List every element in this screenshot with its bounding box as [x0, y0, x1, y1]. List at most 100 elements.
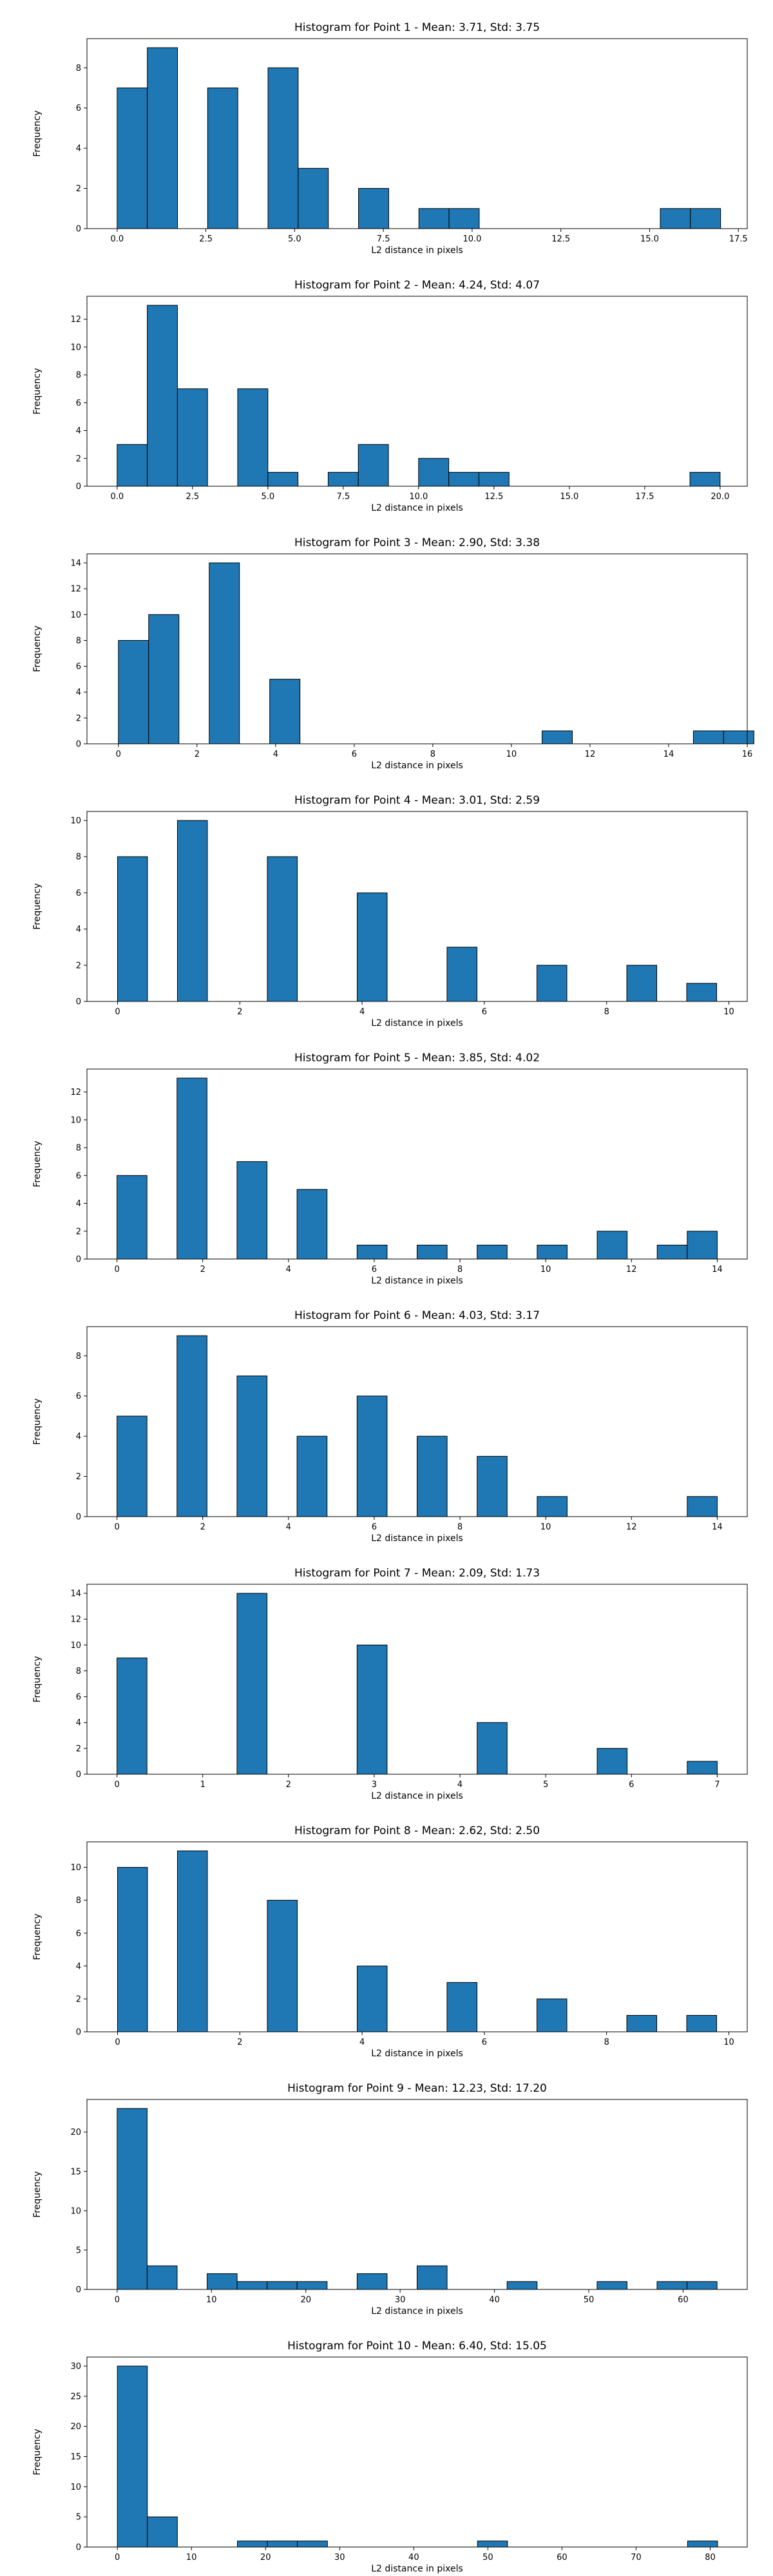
x-tick-label: 2 — [200, 1522, 205, 1532]
x-tick-label: 20 — [300, 2295, 311, 2305]
x-tick-label: 8 — [457, 1265, 463, 1274]
x-tick-label: 3 — [372, 1780, 377, 1790]
x-tick-label: 10 — [540, 1522, 551, 1532]
histogram-bar — [356, 1244, 388, 1260]
x-tick-label: 4 — [273, 750, 278, 759]
plot-frame — [86, 1584, 748, 1775]
histogram-bar — [117, 444, 148, 487]
histogram-bar — [236, 1593, 268, 1775]
histogram-bar — [237, 2541, 268, 2548]
histogram-bar — [296, 1435, 328, 1517]
y-tick-label: 20 — [70, 2128, 81, 2137]
y-tick-label: 30 — [70, 2362, 81, 2372]
histogram-bar — [146, 2265, 178, 2290]
x-tick-label: 4 — [359, 2038, 365, 2047]
x-tick-label: 14 — [663, 750, 674, 759]
histogram-bar — [117, 1867, 148, 2032]
y-tick-label: 4 — [76, 1718, 81, 1728]
histogram-bar — [689, 471, 721, 487]
histogram-bar — [537, 1244, 568, 1260]
x-tick-label: 0 — [115, 1007, 120, 1017]
plot-frame — [86, 2099, 748, 2290]
histogram-bar — [692, 730, 724, 744]
x-tick-label: 8 — [430, 750, 435, 759]
y-tick-label: 10 — [70, 2206, 81, 2216]
y-axis-label: Frequency — [32, 2171, 43, 2217]
y-tick-label: 12 — [70, 315, 81, 325]
histogram-bar — [626, 2014, 658, 2032]
histogram-bar — [267, 1900, 298, 2032]
histogram-bar — [147, 47, 178, 229]
y-tick-label: 12 — [70, 1615, 81, 1625]
y-tick-label: 2 — [76, 1994, 81, 2004]
histogram-bar — [117, 856, 148, 1002]
y-tick-label: 0 — [76, 1255, 81, 1265]
x-tick-label: 0.0 — [110, 234, 124, 244]
y-tick-label: 0 — [76, 482, 81, 492]
histogram-bar — [267, 2541, 298, 2548]
x-tick-label: 8 — [604, 1007, 609, 1017]
plot-frame — [86, 1326, 748, 1517]
y-tick-label: 0 — [76, 740, 81, 750]
y-axis-label: Frequency — [32, 1913, 43, 1960]
x-tick-label: 4 — [359, 1007, 365, 1017]
x-tick-label: 30 — [395, 2295, 406, 2305]
chart-title: Histogram for Point 5 - Mean: 3.85, Std:… — [294, 1052, 540, 1065]
x-tick-label: 6 — [372, 1522, 377, 1532]
y-tick-label: 2 — [76, 714, 81, 723]
x-tick-label: 7.5 — [336, 492, 350, 502]
x-axis-label: L2 distance in pixels — [371, 1791, 463, 1801]
histogram-bar — [477, 2541, 508, 2548]
plot-frame — [86, 1841, 748, 2032]
x-tick-label: 12 — [585, 750, 596, 759]
x-tick-label: 0 — [114, 1780, 119, 1790]
y-tick-label: 20 — [70, 2422, 81, 2432]
x-tick-label: 0.0 — [110, 492, 124, 502]
x-axis-label: L2 distance in pixels — [371, 503, 463, 513]
histogram-bar — [296, 1189, 328, 1260]
x-tick-label: 20 — [260, 2553, 271, 2562]
chart-title: Histogram for Point 7 - Mean: 2.09, Std:… — [294, 1567, 540, 1580]
histogram-bar — [448, 208, 480, 229]
x-tick-label: 40 — [489, 2295, 500, 2305]
x-tick-label: 60 — [557, 2553, 568, 2562]
x-axis-label: L2 distance in pixels — [371, 2564, 463, 2574]
x-tick-label: 0 — [114, 1522, 119, 1532]
x-tick-label: 30 — [334, 2553, 345, 2562]
y-tick-label: 15 — [70, 2452, 81, 2462]
x-tick-label: 50 — [482, 2553, 493, 2562]
x-tick-label: 7.5 — [377, 234, 390, 244]
y-tick-label: 4 — [76, 1432, 81, 1442]
histogram-bar — [209, 562, 240, 744]
chart-title: Histogram for Point 10 - Mean: 6.40, Std… — [287, 2340, 547, 2353]
y-tick-label: 2 — [76, 184, 81, 194]
y-tick-label: 14 — [70, 559, 81, 569]
histogram-bar — [237, 388, 269, 487]
x-tick-label: 5 — [543, 1780, 548, 1790]
x-tick-label: 5.0 — [261, 492, 274, 502]
histogram-bar — [358, 444, 389, 487]
histogram-bar — [356, 1644, 388, 1775]
plot-frame — [86, 1068, 748, 1260]
histogram-bar — [298, 167, 329, 229]
y-tick-label: 15 — [70, 2167, 81, 2177]
histogram-bar — [117, 87, 148, 229]
histogram-bar — [626, 965, 658, 1002]
x-tick-label: 70 — [631, 2553, 642, 2562]
x-tick-label: 2 — [237, 1007, 242, 1017]
y-tick-label: 5 — [76, 2513, 81, 2523]
x-tick-label: 4 — [457, 1780, 463, 1790]
histogram-bar — [687, 1231, 718, 1260]
histogram-bar — [596, 1231, 628, 1260]
x-axis-label: L2 distance in pixels — [371, 2049, 463, 2059]
chart-title: Histogram for Point 3 - Mean: 2.90, Std:… — [294, 536, 540, 549]
histogram-bar — [147, 305, 178, 487]
x-tick-label: 10 — [186, 2553, 197, 2562]
x-tick-label: 10 — [506, 750, 517, 759]
histogram-bar — [236, 1375, 268, 1517]
histogram-bar — [687, 2541, 718, 2548]
histogram-bar — [296, 2281, 328, 2290]
x-tick-label: 12 — [626, 1522, 637, 1532]
y-tick-label: 6 — [76, 1692, 81, 1702]
